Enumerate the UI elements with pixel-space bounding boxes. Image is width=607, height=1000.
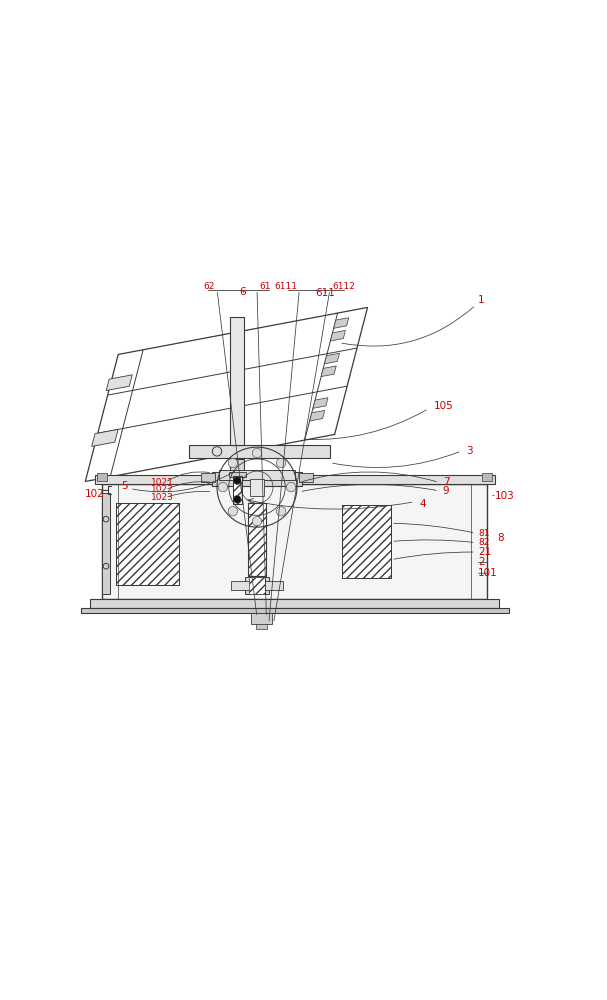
Bar [116, 503, 180, 585]
Bar [102, 493, 110, 594]
Circle shape [234, 477, 241, 484]
Bar [97, 473, 107, 481]
Bar [250, 479, 264, 496]
Bar [232, 476, 242, 504]
Bar [482, 473, 492, 481]
Text: 7: 7 [443, 477, 449, 487]
Text: 6112: 6112 [332, 282, 355, 291]
Text: 62: 62 [203, 282, 215, 291]
Text: 5: 5 [121, 481, 127, 491]
Circle shape [287, 482, 296, 492]
Polygon shape [334, 318, 349, 328]
Text: 2: 2 [478, 557, 485, 567]
Text: 103: 103 [495, 491, 514, 501]
Circle shape [218, 482, 228, 492]
Bar [95, 475, 495, 484]
Text: 81: 81 [478, 529, 490, 538]
Bar [251, 613, 272, 624]
Circle shape [276, 458, 286, 468]
Text: 1021: 1021 [151, 478, 174, 487]
Polygon shape [310, 410, 325, 421]
Text: 4: 4 [419, 499, 426, 509]
Polygon shape [92, 429, 118, 446]
Bar [229, 472, 246, 477]
Text: 101: 101 [478, 568, 498, 578]
Bar [230, 459, 244, 485]
Circle shape [253, 448, 262, 458]
Text: 6: 6 [240, 287, 246, 297]
Bar [102, 484, 487, 599]
Text: 611: 611 [315, 288, 335, 298]
Polygon shape [321, 366, 336, 377]
Circle shape [253, 517, 262, 526]
Bar [248, 503, 266, 576]
Bar [342, 505, 391, 578]
Bar [248, 577, 265, 594]
Circle shape [228, 507, 237, 516]
Bar [200, 473, 215, 482]
Bar [248, 503, 266, 576]
Text: 6111: 6111 [274, 282, 297, 291]
Bar [256, 624, 267, 629]
Text: 21: 21 [478, 547, 491, 557]
Bar [342, 505, 391, 578]
Bar [212, 472, 302, 486]
Bar [231, 581, 283, 590]
Text: 3: 3 [466, 446, 473, 456]
Text: 82: 82 [478, 538, 489, 547]
Text: 1: 1 [478, 295, 485, 305]
Circle shape [276, 507, 286, 516]
Bar [245, 577, 269, 594]
Polygon shape [106, 375, 132, 391]
Text: 9: 9 [443, 486, 449, 496]
Polygon shape [325, 353, 339, 364]
Text: 102: 102 [85, 489, 105, 499]
Bar [299, 473, 313, 482]
Bar [219, 470, 294, 480]
Polygon shape [330, 330, 345, 341]
Text: 105: 105 [433, 401, 453, 411]
Text: 1022: 1022 [151, 485, 174, 494]
Text: 1023: 1023 [151, 493, 174, 502]
Bar [81, 608, 509, 613]
Polygon shape [313, 398, 328, 408]
Text: 8: 8 [497, 533, 504, 543]
Bar [189, 445, 330, 458]
Text: 61: 61 [259, 282, 271, 291]
Circle shape [228, 458, 237, 468]
Bar [90, 599, 500, 608]
Circle shape [234, 496, 241, 503]
Bar [116, 503, 180, 585]
Bar [232, 476, 242, 504]
Bar [230, 317, 244, 445]
